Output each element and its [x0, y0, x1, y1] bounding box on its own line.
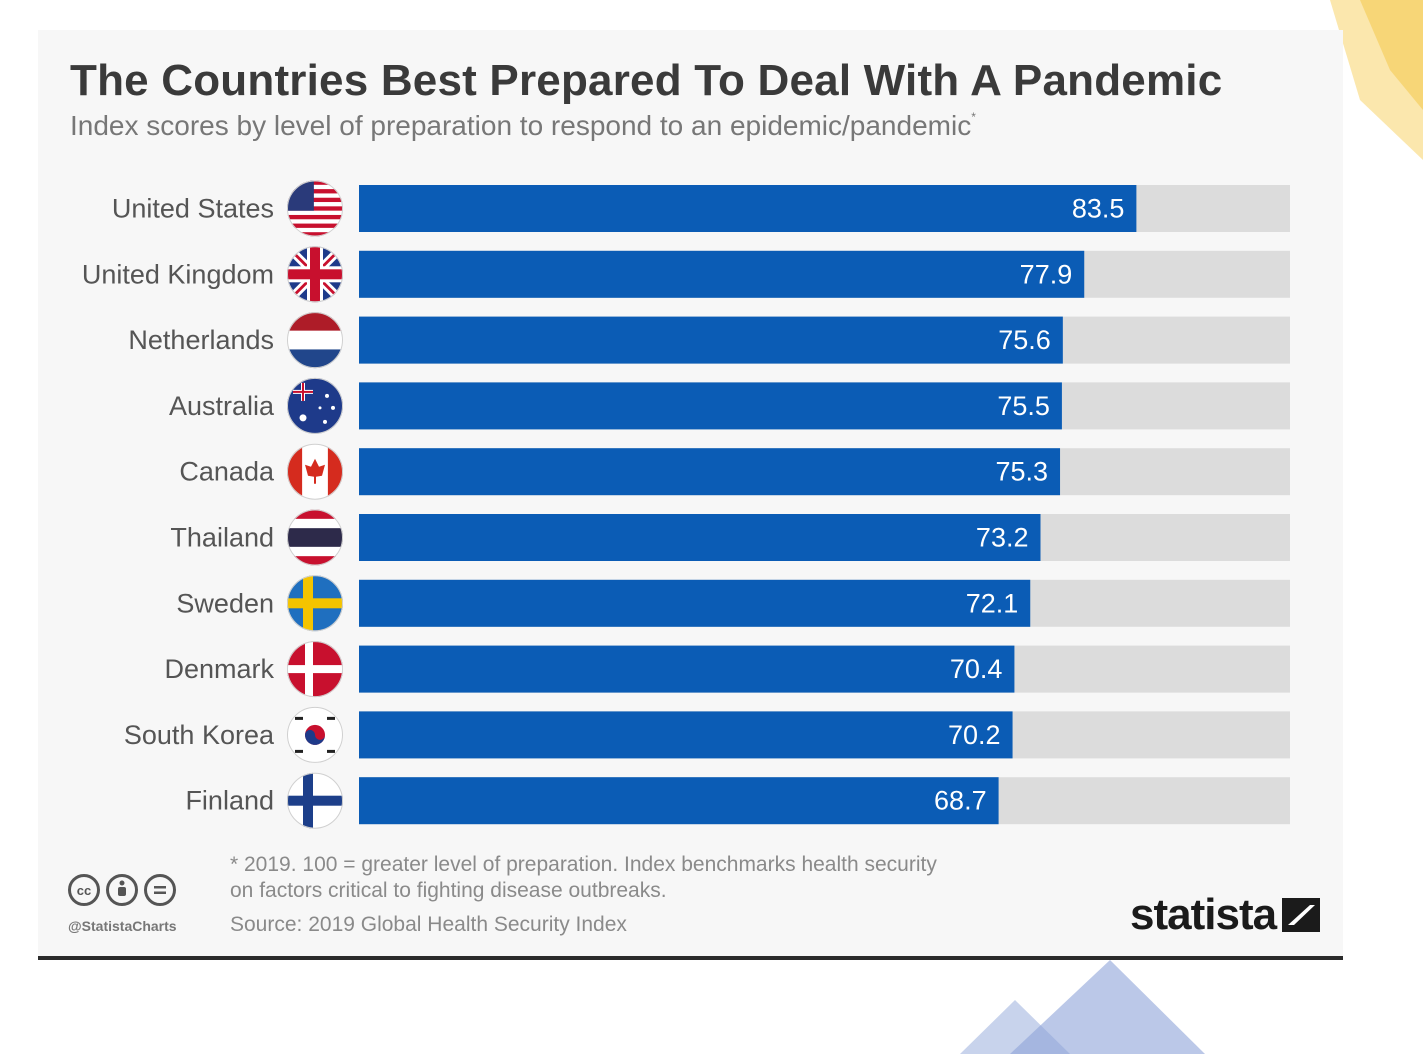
bar [359, 382, 1062, 430]
bar [359, 185, 1137, 232]
nd-icon [144, 874, 176, 906]
netherlands-flag-icon [287, 312, 343, 369]
denmark-flag-icon [287, 641, 343, 698]
category-label: United Kingdom [82, 259, 274, 289]
bar-row: Sweden 72.1 [176, 575, 1290, 632]
category-label: Australia [169, 391, 275, 421]
south-korea-flag-icon [287, 706, 343, 763]
value-label: 75.3 [995, 457, 1048, 487]
australia-flag-icon [287, 377, 343, 434]
license-icons: cc [68, 874, 176, 906]
us-flag-icon [287, 180, 343, 237]
bar [359, 514, 1041, 561]
bar [359, 579, 1031, 627]
bar-row: United States 83.5 [112, 180, 1290, 237]
canada-flag-icon [287, 443, 343, 500]
cc-icon: cc [68, 874, 100, 906]
bar [359, 777, 999, 825]
bar-row: United Kingdom 77.9 [82, 246, 1290, 303]
flag-outline [287, 575, 343, 632]
category-label: United States [112, 194, 274, 224]
value-label: 77.9 [1020, 259, 1073, 289]
value-label: 83.5 [1072, 194, 1125, 224]
finland-flag-icon [287, 772, 343, 829]
bar [359, 250, 1085, 298]
bar [359, 448, 1061, 496]
value-label: 68.7 [934, 786, 987, 816]
statista-logo-icon [1282, 898, 1321, 932]
category-label: Netherlands [128, 325, 274, 355]
value-label: 72.1 [966, 588, 1019, 618]
twitter-handle: @StatistaCharts [68, 918, 177, 934]
bar-row: Australia 75.5 [169, 377, 1290, 434]
bar-row: South Korea 70.2 [124, 706, 1290, 763]
bar-row: Thailand 73.2 [170, 509, 1290, 566]
value-label: 75.5 [997, 391, 1050, 421]
flag-outline [287, 772, 343, 829]
chart-title: The Countries Best Prepared To Deal With… [70, 56, 1223, 105]
decorative-yellow-shape [1330, 0, 1423, 160]
bar-row: Finland 68.7 [185, 772, 1290, 829]
bar-row: Canada 75.3 [179, 443, 1290, 500]
flag-outline [287, 443, 343, 500]
flag-outline [287, 377, 343, 434]
bottom-rule [38, 956, 1343, 960]
uk-flag-icon [287, 246, 343, 303]
category-label: Finland [185, 786, 274, 816]
decorative-blue-shape [960, 960, 1205, 1054]
bar [359, 711, 1013, 759]
value-label: 75.6 [998, 325, 1051, 355]
subtitle-footnote-mark: * [971, 110, 976, 124]
category-label: South Korea [124, 720, 275, 750]
flag-outline [287, 246, 343, 303]
flag-outline [287, 509, 343, 566]
statista-logo: statista [1130, 890, 1321, 940]
flag-outline [287, 641, 343, 698]
value-label: 70.2 [948, 720, 1001, 750]
flag-outline [287, 312, 343, 369]
thailand-flag-icon [287, 509, 343, 566]
subtitle-text: Index scores by level of preparation to … [70, 110, 972, 141]
sweden-flag-icon [287, 575, 343, 632]
brand-name: statista [1130, 890, 1277, 939]
category-label: Sweden [176, 588, 274, 618]
category-label: Denmark [164, 654, 274, 684]
chart-subtitle: Index scores by level of preparation to … [70, 110, 976, 142]
flag-outline [287, 706, 343, 763]
footnote: * 2019. 100 = greater level of preparati… [230, 853, 937, 902]
category-label: Canada [179, 457, 275, 487]
bar-row: Netherlands 75.6 [128, 312, 1290, 369]
bar [359, 645, 1015, 693]
bar [359, 316, 1063, 364]
value-label: 70.4 [950, 654, 1003, 684]
value-label: 73.2 [976, 523, 1029, 553]
flag-outline [287, 180, 343, 237]
source-note: Source: 2019 Global Health Security Inde… [230, 913, 627, 936]
by-icon [106, 874, 138, 906]
category-label: Thailand [170, 523, 274, 553]
bar-row: Denmark 70.4 [164, 641, 1290, 698]
